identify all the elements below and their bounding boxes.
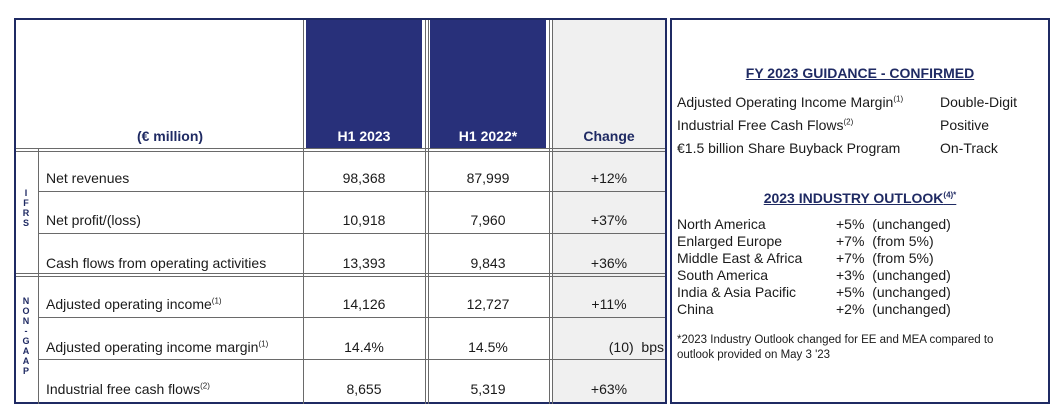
outlook-region: India & Asia Pacific (677, 284, 797, 300)
guidance-panel (670, 18, 1050, 404)
unit-label: (€ million) (136, 128, 204, 144)
change-header: Change (583, 128, 635, 144)
column-line (303, 20, 304, 404)
column-line (425, 20, 426, 404)
industrial-fcf-change: +63% (590, 381, 628, 397)
header-divider (16, 148, 665, 149)
column-line (549, 20, 550, 404)
net-profit-2022: 7,960 (470, 212, 506, 228)
h1-2023-header-bg (306, 20, 422, 148)
row-label-cash-flows-operating: Cash flows from operating activities (46, 255, 267, 271)
h1-2022-header: H1 2022* (458, 128, 518, 144)
outlook-region: Middle East & Africa (677, 250, 803, 266)
cash-flows-2023: 13,393 (342, 255, 386, 271)
h1-2022-header-bg (430, 20, 546, 148)
row-divider (38, 359, 665, 360)
guidance-item-value: Double-Digit (940, 94, 1018, 110)
guidance-title: FY 2023 GUIDANCE - CONFIRMED (745, 65, 975, 81)
guidance-item-label: Industrial Free Cash Flows(2) (677, 117, 854, 133)
guidance-item-label: Adjusted Operating Income Margin(1) (677, 94, 904, 110)
net-revenues-change: +12% (590, 170, 628, 186)
cash-flows-change: +36% (590, 255, 628, 271)
row-label-adjusted-operating-income: Adjusted operating income(1) (46, 296, 222, 312)
net-profit-change: +37% (590, 212, 628, 228)
adj-op-income-2023: 14,126 (342, 296, 386, 312)
outlook-value: +5% (unchanged) (836, 284, 951, 300)
column-line (428, 20, 429, 404)
outlook-footnote: *2023 Industry Outlook changed for EE an… (677, 334, 994, 361)
adj-op-margin-2023: 14.4% (344, 339, 384, 355)
net-revenues-2022: 87,999 (466, 170, 510, 186)
outlook-title: 2023 INDUSTRY OUTLOOK(4)* (763, 190, 957, 206)
row-divider (38, 191, 665, 192)
outlook-value: +3% (unchanged) (836, 267, 951, 283)
section-divider (16, 276, 665, 277)
adj-op-margin-change: (10) bps (608, 339, 664, 355)
change-column-bg (553, 20, 665, 402)
net-revenues-2023: 98,368 (342, 170, 386, 186)
outlook-region: Enlarged Europe (677, 233, 783, 249)
row-divider (38, 317, 665, 318)
outlook-value: +7% (from 5%) (836, 233, 934, 249)
adj-op-income-2022: 12,727 (466, 296, 510, 312)
outlook-region: China (677, 301, 714, 317)
header-divider (16, 151, 665, 152)
industrial-fcf-2023: 8,655 (346, 381, 382, 397)
row-label-adjusted-operating-margin: Adjusted operating income margin(1) (46, 339, 269, 355)
outlook-region: South America (677, 267, 769, 283)
outlook-value: +5% (unchanged) (836, 216, 951, 232)
guidance-item-label: €1.5 billion Share Buyback Program (677, 140, 901, 156)
outlook-value: +2% (unchanged) (836, 301, 951, 317)
row-divider (38, 233, 665, 234)
row-label-net-profit: Net profit/(loss) (46, 212, 141, 228)
h1-2023-header: H1 2023 (337, 128, 391, 144)
outlook-value: +7% (from 5%) (836, 250, 934, 266)
section-divider (16, 273, 665, 274)
adj-op-margin-2022: 14.5% (468, 339, 508, 355)
cash-flows-2022: 9,843 (470, 255, 506, 271)
column-line (552, 20, 553, 404)
industrial-fcf-2022: 5,319 (470, 381, 506, 397)
guidance-item-value: On-Track (940, 140, 998, 156)
adj-op-income-change: +11% (591, 296, 627, 312)
outlook-region: North America (677, 216, 766, 232)
net-profit-2023: 10,918 (342, 212, 386, 228)
row-label-net-revenues: Net revenues (46, 170, 130, 186)
financials-table (14, 18, 667, 404)
row-label-industrial-fcf: Industrial free cash flows(2) (46, 381, 210, 397)
guidance-item-value: Positive (940, 117, 990, 133)
